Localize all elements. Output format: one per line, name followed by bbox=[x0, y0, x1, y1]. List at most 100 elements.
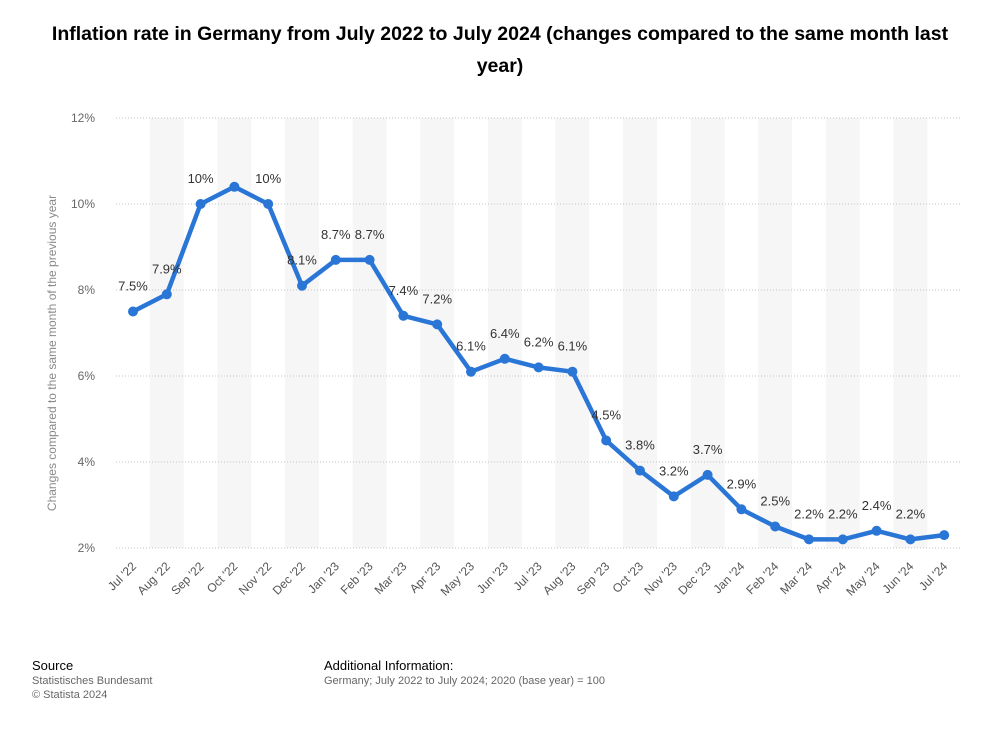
x-tick-label: Aug '23 bbox=[540, 559, 579, 598]
data-label: 3.2% bbox=[659, 463, 689, 478]
data-label: 2.2% bbox=[794, 506, 824, 521]
x-tick-label: Oct '23 bbox=[610, 559, 647, 596]
column-band bbox=[825, 118, 860, 548]
data-label: 2.2% bbox=[896, 506, 926, 521]
x-tick-label: May '24 bbox=[843, 559, 883, 599]
column-band bbox=[285, 118, 319, 548]
x-tick-label: Jul '24 bbox=[916, 559, 950, 593]
x-tick-label: May '23 bbox=[438, 559, 478, 599]
x-tick-label: Oct '22 bbox=[204, 559, 241, 596]
data-label: 6.4% bbox=[490, 326, 520, 341]
data-label: 8.7% bbox=[355, 227, 385, 242]
data-label: 3.7% bbox=[693, 442, 723, 457]
x-tick-label: Jun '24 bbox=[880, 559, 917, 596]
data-label: 10% bbox=[188, 171, 214, 186]
data-label: 8.1% bbox=[287, 253, 317, 268]
y-tick-label: 12% bbox=[71, 111, 95, 125]
data-point bbox=[905, 534, 916, 545]
data-label: 2.9% bbox=[727, 476, 757, 491]
column-band bbox=[555, 118, 590, 548]
x-tick-label: Nov '23 bbox=[642, 559, 681, 598]
data-point bbox=[398, 310, 409, 321]
data-point bbox=[871, 525, 882, 536]
x-tick-label: Mar '24 bbox=[777, 559, 815, 597]
y-axis-ticks: 2% 4% 6% 8% 10% 12% bbox=[71, 111, 95, 555]
data-point bbox=[939, 530, 950, 541]
column-band bbox=[149, 118, 184, 548]
chart-title: Inflation rate in Germany from July 2022… bbox=[51, 23, 949, 77]
x-tick-label: Feb '23 bbox=[338, 559, 376, 597]
data-point bbox=[668, 491, 679, 502]
data-point bbox=[533, 362, 544, 373]
column-bands bbox=[149, 118, 928, 548]
y-tick-label: 2% bbox=[78, 541, 96, 555]
data-labels: 7.5% 7.9% 10% 10% 8.1% 8.7% 8.7% 7.4%7.2% 6.1% 6.… bbox=[118, 171, 925, 521]
info-heading: Additional Information: bbox=[324, 658, 454, 673]
y-tick-label: 10% bbox=[71, 197, 95, 211]
data-point bbox=[161, 289, 172, 300]
source-name: Statistisches Bundesamt bbox=[32, 675, 153, 687]
data-label: 4.5% bbox=[591, 408, 621, 423]
info-block: Additional Information: Germany; July 20… bbox=[324, 658, 605, 688]
data-point bbox=[804, 534, 814, 545]
data-point bbox=[601, 435, 612, 446]
column-band bbox=[420, 118, 455, 548]
data-label: 7.5% bbox=[118, 279, 148, 294]
copyright: © Statista 2024 bbox=[32, 689, 108, 701]
x-tick-label: Sep '23 bbox=[574, 559, 613, 598]
column-band bbox=[623, 118, 657, 548]
data-label: 6.1% bbox=[558, 339, 588, 354]
y-tick-label: 8% bbox=[78, 283, 96, 297]
data-point bbox=[263, 199, 274, 209]
column-band bbox=[352, 118, 387, 548]
x-tick-label: Feb '24 bbox=[743, 559, 781, 597]
x-tick-label: Jan '24 bbox=[711, 559, 748, 596]
y-axis-label: Changes compared to the same month of th… bbox=[45, 195, 59, 511]
data-label: 10% bbox=[255, 171, 281, 186]
data-point bbox=[466, 366, 476, 377]
data-point bbox=[567, 366, 578, 377]
data-label: 8.7% bbox=[321, 227, 351, 242]
x-tick-label: Aug '22 bbox=[135, 559, 174, 598]
data-point bbox=[330, 254, 341, 265]
data-point bbox=[432, 319, 443, 330]
data-point bbox=[770, 521, 781, 532]
x-tick-label: Dec '23 bbox=[675, 559, 714, 598]
data-label: 2.4% bbox=[862, 498, 892, 513]
data-point bbox=[635, 465, 645, 476]
data-point bbox=[364, 254, 375, 265]
column-band bbox=[893, 118, 928, 548]
data-label: 7.9% bbox=[152, 261, 182, 276]
source-block: Source Statistisches Bundesamt © Statist… bbox=[32, 658, 152, 702]
data-point bbox=[297, 280, 307, 291]
data-label: 7.4% bbox=[389, 283, 419, 298]
line-chart: 2% 4% 6% 8% 10% 12% Changes compared to the s… bbox=[45, 111, 960, 599]
y-tick-label: 4% bbox=[78, 455, 96, 469]
x-tick-label: Mar '23 bbox=[372, 559, 410, 597]
data-point bbox=[229, 181, 240, 192]
x-tick-label: Sep '22 bbox=[168, 559, 207, 598]
info-text: Germany; July 2022 to July 2024; 2020 (b… bbox=[324, 675, 605, 687]
column-band bbox=[758, 118, 793, 548]
data-label: 2.2% bbox=[828, 506, 858, 521]
data-point bbox=[736, 504, 747, 515]
column-band bbox=[487, 118, 522, 548]
x-tick-label: Jan '23 bbox=[305, 559, 342, 596]
x-tick-label: Nov '22 bbox=[236, 559, 275, 598]
source-heading: Source bbox=[32, 658, 74, 673]
data-point bbox=[837, 534, 848, 545]
data-point bbox=[195, 199, 206, 209]
data-point bbox=[128, 306, 138, 317]
data-label: 6.2% bbox=[524, 334, 554, 349]
data-points bbox=[128, 181, 950, 545]
data-point bbox=[499, 353, 510, 364]
data-label: 7.2% bbox=[422, 291, 452, 306]
data-point bbox=[702, 469, 713, 480]
data-label: 6.1% bbox=[456, 339, 486, 354]
x-tick-label: Jun '23 bbox=[474, 559, 511, 596]
y-tick-label: 6% bbox=[78, 369, 96, 383]
x-tick-label: Dec '22 bbox=[270, 559, 309, 598]
data-label: 2.5% bbox=[760, 494, 790, 509]
data-label: 3.8% bbox=[625, 438, 655, 453]
